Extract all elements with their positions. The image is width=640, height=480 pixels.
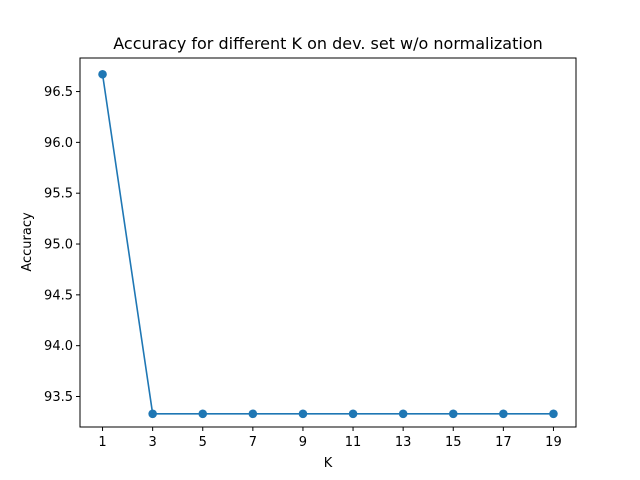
data-point-k-17 — [499, 409, 508, 419]
y-tick-label-93.5: 93.5 — [44, 390, 73, 405]
y-tick-label-95.5: 95.5 — [44, 187, 73, 202]
x-axis-label: K — [324, 456, 333, 471]
data-point-k-7 — [248, 409, 258, 419]
data-point-k-15 — [448, 409, 458, 419]
plot-frame — [79, 57, 577, 428]
x-tick-label-15: 15 — [445, 435, 462, 450]
x-tick-label-17: 17 — [495, 435, 512, 450]
y-tick-label-96.5: 96.5 — [44, 85, 73, 100]
x-tick-label-19: 19 — [545, 435, 562, 450]
y-tick-label-94.0: 94.0 — [44, 339, 73, 354]
y-tick-label-96.0: 96.0 — [44, 136, 73, 151]
data-point-k-11 — [348, 409, 358, 419]
y-tick-label-94.5: 94.5 — [44, 288, 73, 303]
data-point-k-13 — [398, 409, 408, 419]
data-point-k-19 — [549, 409, 558, 419]
data-point-k-1 — [98, 69, 107, 79]
x-tick-label-7: 7 — [249, 435, 257, 450]
x-tick-label-5: 5 — [199, 435, 207, 450]
series-line-0 — [101, 74, 554, 415]
data-point-k-9 — [298, 409, 308, 419]
y-tick-label-95.0: 95.0 — [44, 238, 73, 253]
data-point-k-3 — [148, 409, 157, 419]
x-tick-label-1: 1 — [98, 435, 106, 450]
y-axis-label: Accuracy — [20, 212, 35, 272]
x-tick-label-13: 13 — [395, 435, 412, 450]
x-tick-label-3: 3 — [149, 435, 157, 450]
x-tick-label-9: 9 — [299, 435, 307, 450]
data-point-k-5 — [198, 409, 208, 419]
x-tick-label-11: 11 — [345, 435, 362, 450]
chart-title: Accuracy for different K on dev. set w/o… — [113, 34, 543, 53]
plot-area: 1 3 5 7 9 11 13 15 17 1993.594.094.595.095.596.09… — [44, 57, 577, 450]
